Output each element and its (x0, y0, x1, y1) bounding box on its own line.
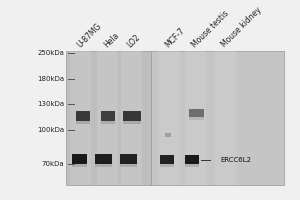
Text: MCF-7: MCF-7 (163, 26, 186, 49)
Bar (184, 155, 199, 164)
Bar (72, 154, 87, 164)
Bar (215, 51, 236, 185)
Text: 130kDa: 130kDa (37, 101, 64, 107)
Text: 180kDa: 180kDa (37, 76, 64, 82)
Text: Mouse testis: Mouse testis (190, 8, 230, 49)
Bar (97, 51, 118, 185)
Bar (120, 164, 137, 167)
Bar (160, 164, 175, 167)
Bar (121, 51, 142, 185)
Bar (123, 111, 141, 121)
Text: 250kDa: 250kDa (38, 50, 64, 56)
Bar (165, 133, 171, 137)
Text: Hela: Hela (102, 30, 121, 49)
Bar (76, 121, 90, 124)
Bar (184, 164, 199, 167)
Bar (70, 51, 92, 185)
Text: U-87MG: U-87MG (75, 21, 103, 49)
Bar (95, 164, 112, 167)
Bar (158, 51, 180, 185)
Bar (123, 121, 141, 124)
Text: 70kDa: 70kDa (42, 161, 64, 167)
Text: ERCC6L2: ERCC6L2 (220, 157, 251, 163)
Bar (66, 51, 152, 185)
Bar (160, 155, 175, 164)
Bar (189, 109, 204, 117)
Bar (185, 51, 206, 185)
Bar (95, 154, 112, 164)
Bar (120, 154, 137, 164)
Bar (76, 111, 90, 121)
Bar (72, 164, 87, 167)
Text: Mouse kidney: Mouse kidney (220, 5, 263, 49)
Text: LO2: LO2 (126, 32, 142, 49)
Bar (101, 121, 116, 124)
Text: 100kDa: 100kDa (37, 127, 64, 133)
Bar (101, 111, 116, 121)
Bar (152, 51, 284, 185)
Bar (189, 117, 204, 120)
